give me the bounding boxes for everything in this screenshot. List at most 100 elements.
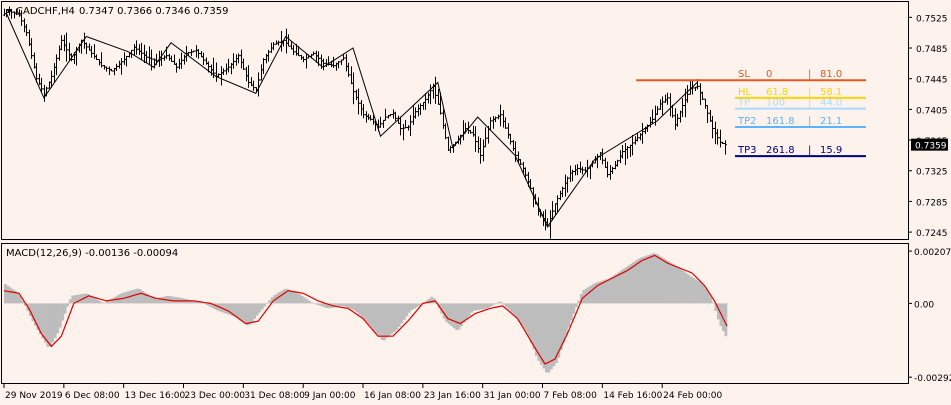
macd-hist-bar xyxy=(238,303,242,321)
macd-hist-bar xyxy=(515,303,518,319)
price-bar xyxy=(25,24,28,37)
macd-hist-bar xyxy=(674,265,678,304)
price-bar xyxy=(262,58,265,75)
macd-axis: 0.00207 0.00 -0.00292 xyxy=(908,248,951,384)
macd-hist-bar xyxy=(472,303,476,311)
ohlc-label: 0.7347 0.7366 0.7346 0.7359 xyxy=(79,6,229,17)
macd-panel[interactable]: 0.00207 0.00 -0.00292 MACD(12,26,9) -0.001… xyxy=(1,243,951,385)
symbol-label: CADCHF,H4 xyxy=(16,6,75,17)
macd-signal-line xyxy=(3,254,728,365)
level-percent: 100 xyxy=(766,98,785,109)
macd-hist-bar xyxy=(629,263,633,304)
time-tick-label: 24 Feb 00:00 xyxy=(663,391,722,401)
macd-hist-bar xyxy=(460,303,464,327)
price-bar xyxy=(681,98,684,118)
macd-hist-bar xyxy=(704,288,708,304)
macd-hist-bar xyxy=(340,303,344,307)
price-bar xyxy=(494,116,497,123)
macd-hist-bar xyxy=(103,302,107,304)
price-bar xyxy=(626,145,629,159)
macd-hist-bar xyxy=(475,303,478,311)
macd-hist-bar xyxy=(644,255,648,304)
macd-hist-bar xyxy=(31,303,35,322)
macd-hist-bar xyxy=(505,303,508,308)
macd-hist-bar xyxy=(21,300,25,304)
price-bar xyxy=(414,107,417,119)
macd-hist-bar xyxy=(495,303,498,304)
macd-hist-bar xyxy=(308,300,311,304)
macd-hist-bar xyxy=(233,303,237,317)
price-panel[interactable]: SL 0 | 81.0 HL 61.8 | 58.1 TP 100 | 44.0 TP2 161.8 | 21… xyxy=(1,1,949,240)
price-bar xyxy=(641,123,644,144)
macd-hist-bar xyxy=(61,303,65,321)
macd-hist-bar xyxy=(637,258,641,304)
macd-hist-bar xyxy=(455,303,459,331)
macd-hist-bar xyxy=(78,294,82,304)
macd-hist-bar xyxy=(584,288,588,304)
macd-hist-bar xyxy=(385,303,389,339)
price-bar xyxy=(449,145,452,154)
level-value: 81.0 xyxy=(820,69,842,80)
macd-hist-bar xyxy=(298,294,301,304)
time-axis: 29 Nov 2019 6 Dec 08:00 13 Dec 16:00 23 Dec… xyxy=(3,384,722,401)
macd-hist-bar xyxy=(669,262,673,304)
macd-hist-bar xyxy=(692,277,695,304)
price-bar xyxy=(369,114,372,121)
price-bar xyxy=(145,51,148,64)
macd-hist-bar xyxy=(33,303,37,326)
price-bars xyxy=(3,6,727,239)
price-bar xyxy=(409,115,412,136)
macd-hist-bar xyxy=(372,303,376,331)
macd-hist-bar xyxy=(697,280,700,304)
price-bar xyxy=(287,34,290,47)
macd-hist-bar xyxy=(53,303,57,338)
macd-hist-bar xyxy=(545,303,548,373)
macd-hist-bar xyxy=(73,295,77,304)
macd-hist-bar xyxy=(602,280,606,304)
price-bar xyxy=(399,116,402,136)
macd-hist-bar xyxy=(417,303,421,306)
price-bar xyxy=(656,106,659,115)
macd-hist-bar xyxy=(243,303,247,324)
price-bar xyxy=(15,8,18,16)
price-bar xyxy=(711,115,714,139)
price-bar xyxy=(389,113,392,117)
macd-hist-bar xyxy=(240,303,244,322)
macd-hist-bar xyxy=(467,303,471,317)
price-bar xyxy=(30,38,33,59)
macd-hist-bar xyxy=(11,289,15,304)
macd-hist-bar xyxy=(397,303,401,327)
macd-hist-bar xyxy=(462,303,466,323)
level-separator: | xyxy=(808,87,811,98)
price-tick-label: 0.7245 xyxy=(916,229,948,239)
macd-hist-bar xyxy=(325,303,329,309)
macd-hist-bar xyxy=(68,299,72,304)
macd-hist-bar xyxy=(440,303,444,314)
macd-hist-bar xyxy=(425,300,429,304)
macd-hist-bar xyxy=(358,303,361,315)
macd-hist-bar xyxy=(649,254,653,304)
price-bar xyxy=(581,166,584,175)
macd-hist-bar xyxy=(470,303,473,313)
macd-hist-bar xyxy=(235,303,239,319)
price-bar xyxy=(140,42,143,60)
level-value: 15.9 xyxy=(820,145,842,156)
macd-hist-bar xyxy=(18,295,22,304)
macd-hist-bar xyxy=(205,303,209,306)
price-tick-label: 0.7445 xyxy=(916,76,948,86)
price-bar xyxy=(342,54,345,61)
macd-hist-bar xyxy=(51,303,55,343)
level-tag: TP2 xyxy=(737,116,757,127)
triangle-down-icon[interactable] xyxy=(6,9,12,13)
price-bar xyxy=(292,45,295,55)
macd-hist-bar xyxy=(395,303,399,330)
level-separator: | xyxy=(808,98,811,109)
price-panel-frame xyxy=(1,1,909,240)
macd-hist-bar xyxy=(268,300,272,304)
chart-title: CADCHF,H4 0.7347 0.7366 0.7346 0.7359 xyxy=(6,6,229,17)
macd-hist-bar xyxy=(679,268,683,304)
time-tick-label: 14 Feb 16:00 xyxy=(603,391,662,401)
price-bar xyxy=(509,133,512,145)
